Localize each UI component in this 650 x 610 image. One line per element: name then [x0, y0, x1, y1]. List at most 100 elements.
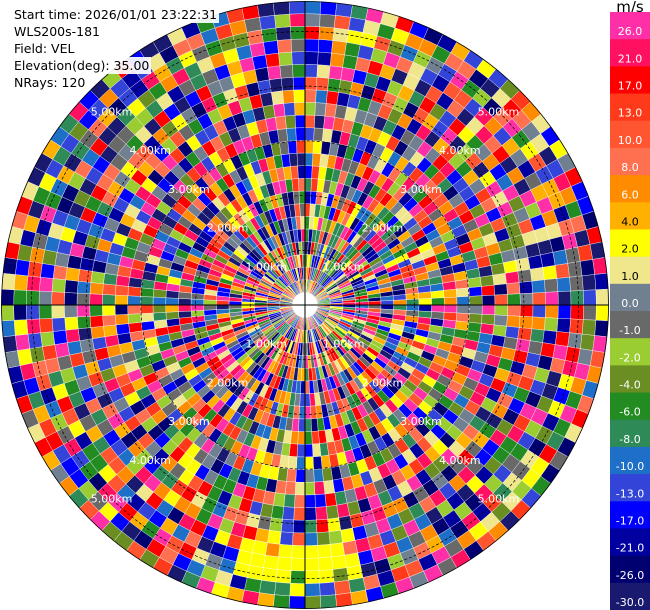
range-gate-cell [152, 304, 167, 314]
range-gate-cell [79, 338, 95, 353]
range-gate-cell [332, 567, 349, 583]
range-gate-cell [545, 291, 559, 306]
range-gate-cell [296, 456, 306, 470]
range-gate-cell [579, 333, 595, 351]
range-gate-cell [304, 545, 319, 559]
range-gate-cell [304, 152, 314, 167]
range-gate-cell [4, 350, 21, 369]
range-gate-cell [331, 40, 347, 55]
range-gate-cell [493, 314, 508, 327]
colorbar-segment [610, 311, 650, 339]
range-gate-cell [279, 64, 294, 79]
range-gate-cell [279, 531, 294, 546]
range-gate-cell [42, 249, 58, 266]
range-gate-cell [292, 191, 300, 205]
range-gate-cell [393, 299, 407, 306]
range-ring-label: 5.00km [478, 106, 520, 119]
colorbar-segment [610, 338, 650, 366]
colorbar-tick-label: 10.0 [618, 134, 643, 147]
range-gate-cell [295, 469, 306, 483]
range-gate-cell [275, 26, 292, 41]
range-gate-cell [267, 529, 282, 545]
range-gate-cell [297, 431, 306, 445]
range-gate-cell [304, 89, 317, 103]
colorbar-tick-label: -1.0 [619, 324, 640, 337]
range-gate-cell [127, 295, 141, 306]
range-gate-cell [290, 26, 306, 40]
colorbar-segment [610, 175, 650, 203]
range-gate-cell [312, 456, 323, 470]
range-gate-cell [275, 115, 287, 130]
ppi-overlay: 1.00km 1.00km 1.00km 1.00km 2.00km 2.00km 2.00… [1, 1, 609, 609]
range-gate-cell [567, 261, 583, 278]
range-gate-cell [281, 77, 294, 91]
range-gate-cell [311, 430, 320, 445]
range-gate-cell [274, 13, 291, 29]
range-gate-cell [298, 418, 306, 432]
range-gate-cell [350, 589, 369, 606]
range-gate-cell [291, 51, 306, 65]
range-gate-cell [241, 4, 260, 21]
range-gate-cell [265, 52, 280, 68]
range-gate-cell [140, 304, 154, 314]
range-gate-cell [304, 114, 316, 129]
colorbar-segment [610, 365, 650, 394]
range-gate-cell [165, 297, 179, 306]
range-gate-cell [102, 283, 117, 296]
range-gate-cell [304, 368, 310, 382]
range-gate-cell [102, 304, 116, 316]
range-gate-cell [304, 456, 314, 470]
range-gate-cell [380, 304, 394, 310]
range-gate-cell [263, 40, 279, 55]
colorbar-segment [610, 93, 650, 122]
range-gate-cell [300, 380, 306, 394]
range-gate-cell [443, 312, 457, 322]
range-gate-cell [297, 165, 306, 179]
colorbar-segment [610, 555, 650, 584]
range-gate-cell [595, 304, 610, 322]
range-gate-cell [290, 38, 306, 53]
range-gate-cell [140, 312, 154, 323]
range-gate-cell [284, 115, 296, 129]
range-gate-cell [569, 318, 584, 335]
range-gate-cell [76, 292, 91, 306]
range-gate-cell [153, 312, 167, 322]
range-gate-cell [316, 519, 329, 533]
range-gate-cell [51, 304, 65, 319]
range-gate-cell [519, 316, 533, 329]
range-gate-cell [304, 570, 320, 584]
range-gate-cell [304, 178, 312, 192]
range-gate-cell [480, 275, 495, 287]
range-gate-cell [583, 289, 597, 306]
range-gate-cell [304, 64, 318, 78]
range-gate-cell [269, 517, 283, 532]
range-gate-cell [289, 583, 306, 597]
range-gate-cell [569, 275, 584, 292]
range-gate-cell [283, 102, 296, 117]
range-gate-cell [316, 531, 331, 546]
range-gate-cell [298, 178, 306, 192]
range-ring-label: 1.00km [323, 338, 365, 351]
colorbar-segment [610, 202, 650, 230]
range-gate-cell [456, 287, 470, 298]
range-gate-cell [286, 127, 297, 142]
range-gate-cell [418, 304, 432, 312]
range-gate-cell [322, 467, 333, 482]
colorbar-tick-label: 26.0 [618, 25, 643, 38]
range-gate-cell [552, 344, 568, 361]
colorbar-segment [610, 229, 650, 258]
range-gate-cell [289, 13, 306, 27]
range-gate-cell [274, 581, 291, 597]
range-ring-label: 3.00km [400, 415, 442, 428]
range-gate-cell [67, 340, 83, 356]
range-gate-cell [291, 545, 306, 559]
range-gate-cell [315, 506, 328, 521]
range-gate-cell [286, 468, 297, 483]
range-gate-cell [127, 286, 142, 297]
range-gate-cell [38, 304, 53, 320]
range-gate-cell [78, 269, 93, 283]
range-gate-cell [165, 311, 180, 320]
range-gate-cell [333, 579, 351, 595]
range-gate-cell [178, 298, 192, 306]
range-gate-cell [552, 249, 568, 266]
